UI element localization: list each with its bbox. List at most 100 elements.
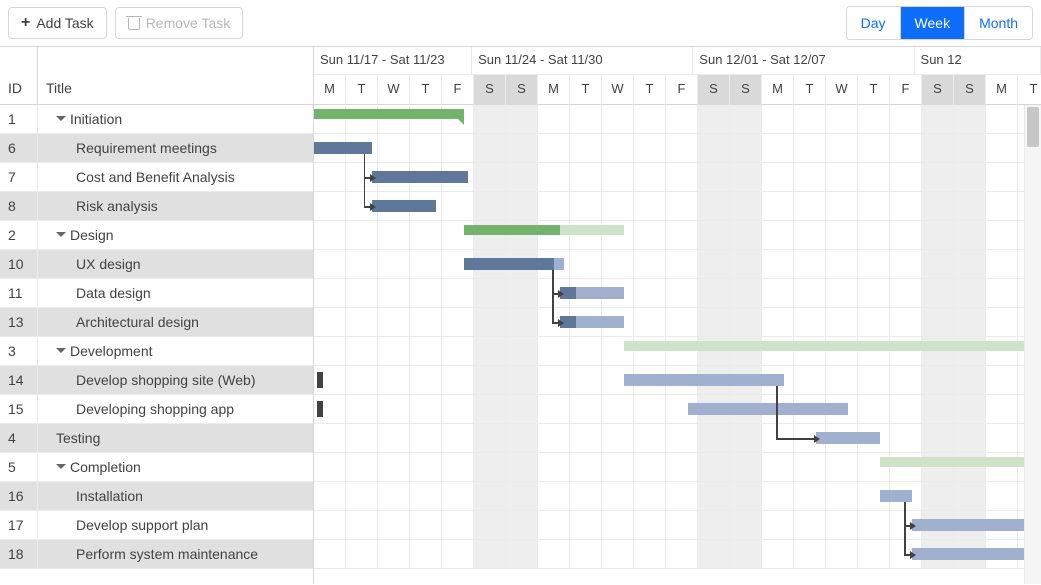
timeline-body[interactable] [314, 105, 1041, 569]
timeline-row [314, 105, 1041, 134]
timeline-day-label: T [570, 75, 602, 105]
task-id-cell: 17 [0, 511, 38, 539]
chevron-down-icon[interactable] [56, 464, 66, 469]
chevron-down-icon[interactable] [56, 348, 66, 353]
table-row[interactable]: 2Design [0, 221, 313, 250]
task-title-text: Architectural design [76, 314, 199, 330]
remove-task-button[interactable]: Remove Task [115, 7, 244, 39]
timeline-row [314, 337, 1041, 366]
task-title-text: Initiation [70, 111, 122, 127]
remove-task-label: Remove Task [146, 15, 231, 31]
timeline-row [314, 308, 1041, 337]
timeline-day-label: W [602, 75, 634, 105]
table-row[interactable]: 1Initiation [0, 105, 313, 134]
task-title-cell: Development [38, 337, 313, 365]
table-row[interactable]: 4Testing [0, 424, 313, 453]
task-id-cell: 5 [0, 453, 38, 481]
view-week-button[interactable]: Week [901, 7, 966, 39]
task-title-text: Installation [76, 488, 143, 504]
timeline-row [314, 511, 1041, 540]
timeline-day-label: T [346, 75, 378, 105]
timeline-day-label: W [378, 75, 410, 105]
grid-header-title[interactable]: Title [38, 47, 313, 104]
timeline-row [314, 163, 1041, 192]
task-title-text: Requirement meetings [76, 140, 217, 156]
task-title-cell: Perform system maintenance [38, 540, 313, 568]
table-row[interactable]: 18Perform system maintenance [0, 540, 313, 569]
table-row[interactable]: 7Cost and Benefit Analysis [0, 163, 313, 192]
task-title-text: Completion [70, 459, 141, 475]
task-id-cell: 6 [0, 134, 38, 162]
task-title-cell: Cost and Benefit Analysis [38, 163, 313, 191]
timeline-day-label: T [410, 75, 442, 105]
gantt-container: ID Title 1Initiation6 Requirement meeting… [0, 46, 1041, 584]
task-id-cell: 10 [0, 250, 38, 278]
timeline-day-label: S [698, 75, 730, 105]
task-title-cell: Initiation [38, 105, 313, 133]
task-title-text: Development [70, 343, 153, 359]
toolbar: Add Task Remove Task Day Week Month [0, 0, 1041, 46]
timeline-week-label: Sun 12 [915, 47, 1041, 74]
task-id-cell: 13 [0, 308, 38, 336]
task-title-cell: Testing [38, 424, 313, 452]
task-title-text: Develop shopping site (Web) [76, 372, 256, 388]
table-row[interactable]: 17Develop support plan [0, 511, 313, 540]
chevron-down-icon[interactable] [56, 232, 66, 237]
timeline-row [314, 250, 1041, 279]
timeline-day-label: M [538, 75, 570, 105]
table-row[interactable]: 3Development [0, 337, 313, 366]
grid-header-id[interactable]: ID [0, 47, 38, 104]
plus-icon [21, 14, 30, 32]
table-row[interactable]: 8Risk analysis [0, 192, 313, 221]
table-row[interactable]: 13 Architectural design [0, 308, 313, 337]
task-title-cell: Develop shopping site (Web) [38, 366, 313, 394]
timeline-day-label: M [314, 75, 346, 105]
toolbar-right: Day Week Month [846, 6, 1033, 40]
timeline-row [314, 395, 1041, 424]
task-title-text: Data design [76, 285, 151, 301]
table-row[interactable]: 6 Requirement meetings [0, 134, 313, 163]
table-row[interactable]: 10UX design [0, 250, 313, 279]
timeline-week-label: Sun 12/01 - Sat 12/07 [693, 47, 914, 74]
chevron-down-icon[interactable] [56, 116, 66, 121]
view-toggle: Day Week Month [846, 6, 1033, 40]
task-title-cell: Design [38, 221, 313, 249]
task-title-text: Developing shopping app [76, 401, 234, 417]
timeline-day-label: S [506, 75, 538, 105]
vertical-scrollbar[interactable] [1024, 105, 1041, 584]
trash-icon [128, 16, 140, 30]
task-title-cell: Architectural design [38, 308, 313, 336]
scrollbar-thumb[interactable] [1027, 107, 1039, 147]
timeline-row [314, 482, 1041, 511]
timeline-day-label: S [474, 75, 506, 105]
view-month-button[interactable]: Month [965, 7, 1032, 39]
grid-header: ID Title [0, 47, 313, 105]
grid-pane: ID Title 1Initiation6 Requirement meeting… [0, 47, 314, 584]
timeline-row [314, 192, 1041, 221]
task-id-cell: 8 [0, 192, 38, 220]
task-title-cell: Requirement meetings [38, 134, 313, 162]
timeline-row [314, 424, 1041, 453]
timeline-row [314, 221, 1041, 250]
timeline-weeks-row: Sun 11/17 - Sat 11/23Sun 11/24 - Sat 11/… [314, 47, 1041, 75]
task-id-cell: 14 [0, 366, 38, 394]
view-day-button[interactable]: Day [847, 7, 901, 39]
task-title-text: Perform system maintenance [76, 546, 258, 562]
task-title-text: Design [70, 227, 114, 243]
timeline-week-label: Sun 11/24 - Sat 11/30 [472, 47, 693, 74]
add-task-button[interactable]: Add Task [8, 7, 107, 39]
task-id-cell: 16 [0, 482, 38, 510]
task-title-cell: Installation [38, 482, 313, 510]
timeline-week-label: Sun 11/17 - Sat 11/23 [314, 47, 472, 74]
timeline-header: Sun 11/17 - Sat 11/23Sun 11/24 - Sat 11/… [314, 47, 1041, 105]
table-row[interactable]: 11Data design [0, 279, 313, 308]
timeline-row [314, 279, 1041, 308]
table-row[interactable]: 5 Completion [0, 453, 313, 482]
task-title-cell: Developing shopping app [38, 395, 313, 423]
task-title-text: Testing [56, 430, 100, 446]
table-row[interactable]: 16 Installation [0, 482, 313, 511]
table-row[interactable]: 14 Develop shopping site (Web) [0, 366, 313, 395]
task-id-cell: 7 [0, 163, 38, 191]
table-row[interactable]: 15Developing shopping app [0, 395, 313, 424]
timeline-day-label: S [922, 75, 954, 105]
